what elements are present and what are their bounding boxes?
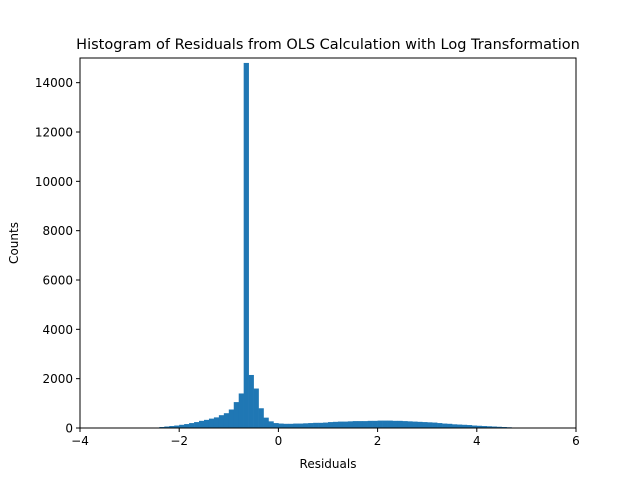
histogram-bar [382,420,388,428]
y-tick-label: 0 [65,422,73,436]
plot-frame [79,57,577,429]
histogram-bar [258,408,264,428]
histogram-bar [233,402,240,428]
histogram-bar [223,413,230,428]
y-tick-label: 14000 [35,76,73,90]
histogram-bar [179,424,185,428]
y-tick-label: 8000 [42,224,73,238]
histogram-bar [263,417,269,428]
y-tick-label: 10000 [35,175,73,189]
x-tick-label: 0 [275,434,283,448]
y-axis-ticks: 0 2000 4000 6000 8000 10000 12000 14000 [35,76,80,436]
histogram-bar [452,424,458,428]
x-tick-label: −4 [71,434,89,448]
histogram-bar [481,426,488,428]
histogram-bar [293,423,299,428]
histogram-bar [213,417,220,428]
histogram-bar [437,423,443,428]
y-tick-label: 12000 [35,126,73,140]
histogram-bar [273,423,279,428]
histogram-bar [412,421,418,428]
histogram-bar [174,425,180,428]
histogram-bar [407,421,413,428]
histogram-bar [491,426,497,428]
histogram-bar [288,423,294,428]
histogram-bar [228,409,235,428]
histogram-bar [461,424,468,428]
histogram-bar [466,425,473,428]
histogram-bar [447,423,453,428]
histogram-bar [456,424,463,428]
histogram-bar [283,423,289,428]
histogram-bar [377,420,383,428]
histogram-bar [357,421,364,428]
histogram-bar [427,422,433,428]
x-tick-label: 6 [572,434,580,448]
histogram-bar [347,421,354,428]
histogram-bar [392,420,398,428]
histogram-bar [352,421,359,428]
histogram-bar [442,423,448,428]
histogram-bar [471,425,478,428]
histogram-bar [337,421,344,428]
y-tick-label: 4000 [42,323,73,337]
histogram-bar [387,420,393,428]
y-axis-label: Counts [7,222,21,264]
histogram-bar [184,424,190,428]
chart-title: Histogram of Residuals from OLS Calculat… [76,37,580,53]
histogram-bar [248,374,254,428]
histogram-bar [367,420,373,428]
x-tick-label: 4 [473,434,481,448]
histogram-bar [362,421,368,428]
histogram-bar [422,422,428,428]
histogram-bar [402,421,408,428]
histogram-bar [169,426,175,428]
histogram-bar [372,420,378,428]
histogram-bar [218,415,225,428]
histogram-bar [243,62,249,428]
histogram-bar [342,421,349,428]
histogram-bar [496,426,502,428]
x-axis-label: Residuals [300,457,357,471]
histogram-bar [194,422,200,428]
histogram-bar [323,422,329,428]
histogram-bar [189,423,195,428]
histogram-bar [328,422,334,428]
histogram-bar [313,422,319,428]
histogram-bar [417,421,423,428]
histogram-bar [199,420,205,428]
histogram-bar [208,418,215,428]
histogram-bar [308,423,314,428]
y-tick-label: 2000 [42,372,73,386]
histogram-bar [268,421,274,428]
histogram-bar [238,393,244,428]
histogram-bar [332,421,339,428]
histogram-bar [298,423,304,428]
histogram-bar [278,423,284,428]
histogram-bar [432,422,438,428]
y-tick-label: 6000 [42,274,73,288]
histogram-bar [318,422,324,428]
histogram-bar [397,420,403,428]
x-tick-label: −2 [170,434,188,448]
histogram-bar [204,419,210,428]
x-tick-label: 2 [374,434,382,448]
histogram-bar [476,425,483,428]
histogram-bars [154,62,522,428]
histogram-bar [253,388,259,428]
histogram-bar [164,426,170,428]
histogram-bar [303,423,309,428]
x-axis-ticks: −4 −2 0 2 4 6 [71,428,580,448]
histogram-bar [486,426,492,428]
